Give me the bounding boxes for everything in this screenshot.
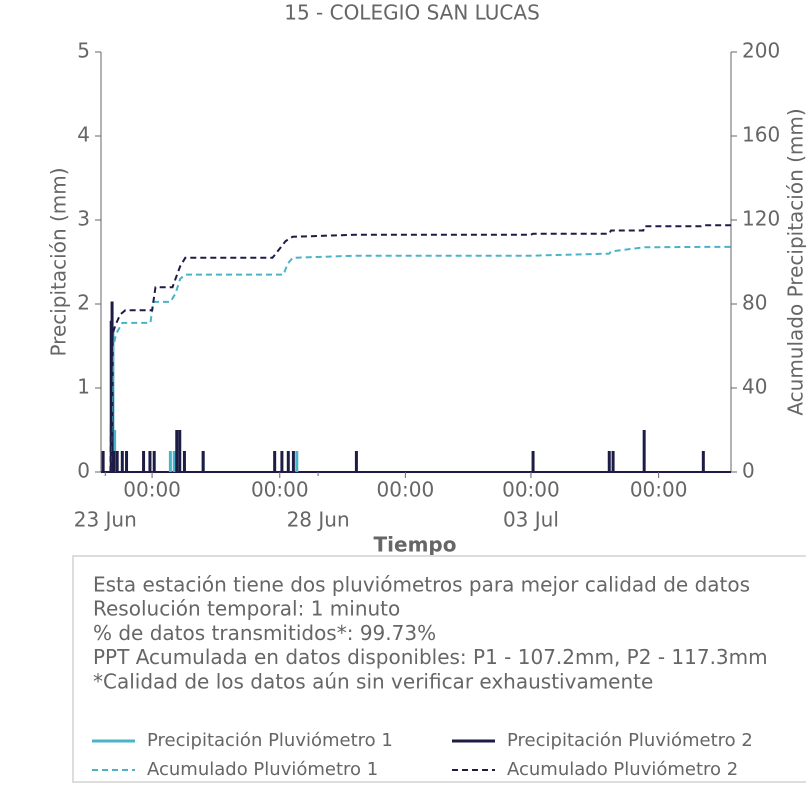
accum-line [109,224,733,473]
y-tick-label: 2 [77,291,90,315]
x-date-label: 23 Jun [74,508,137,532]
x-tick-label: 00:00 [251,478,309,502]
plot-area [101,224,733,473]
legend-label: Precipitación Pluviómetro 1 [147,730,393,751]
legend-box [72,555,806,783]
y-tick-label: 4 [77,123,90,147]
chart-title: 15 - COLEGIO SAN LUCAS [284,1,540,25]
y-axis-label: Precipitación (mm) [47,167,71,356]
y2-tick-label: 200 [742,39,780,63]
y2-tick-label: 120 [742,207,780,231]
x-date-label: 03 Jul [503,508,559,532]
x-date-label: 28 Jun [287,508,350,532]
x-tick-label: 00:00 [630,478,688,502]
note: % de datos transmitidos*: 99.73% [93,621,436,645]
x-tick-label: 00:00 [502,478,560,502]
y2-tick-label: 0 [742,459,755,483]
accum-line [109,245,733,473]
y-tick-label: 5 [77,39,90,63]
x-tick-label: 00:00 [123,478,181,502]
x-axis-label: Tiempo [374,533,457,557]
note: *Calidad de los datos aún sin verificar … [93,669,653,693]
legend: Esta estación tiene dos pluviómetros par… [92,573,768,780]
note: PPT Acumulada en datos disponibles: P1 -… [93,645,768,669]
x-tick-label: 00:00 [377,478,435,502]
y2-tick-label: 160 [742,123,780,147]
legend-label: Acumulado Pluviómetro 1 [147,759,378,780]
y-tick-label: 1 [77,375,90,399]
y-tick-label: 0 [77,459,90,483]
y2-tick-label: 80 [742,291,767,315]
legend-label: Acumulado Pluviómetro 2 [507,759,738,780]
note: Esta estación tiene dos pluviómetros par… [93,573,750,597]
y2-tick-label: 40 [742,375,767,399]
y2-axis-label: Acumulado Precipitación (mm) [784,108,806,415]
legend-label: Precipitación Pluviómetro 2 [507,730,753,751]
note: Resolución temporal: 1 minuto [93,597,400,621]
y-tick-label: 3 [77,207,90,231]
